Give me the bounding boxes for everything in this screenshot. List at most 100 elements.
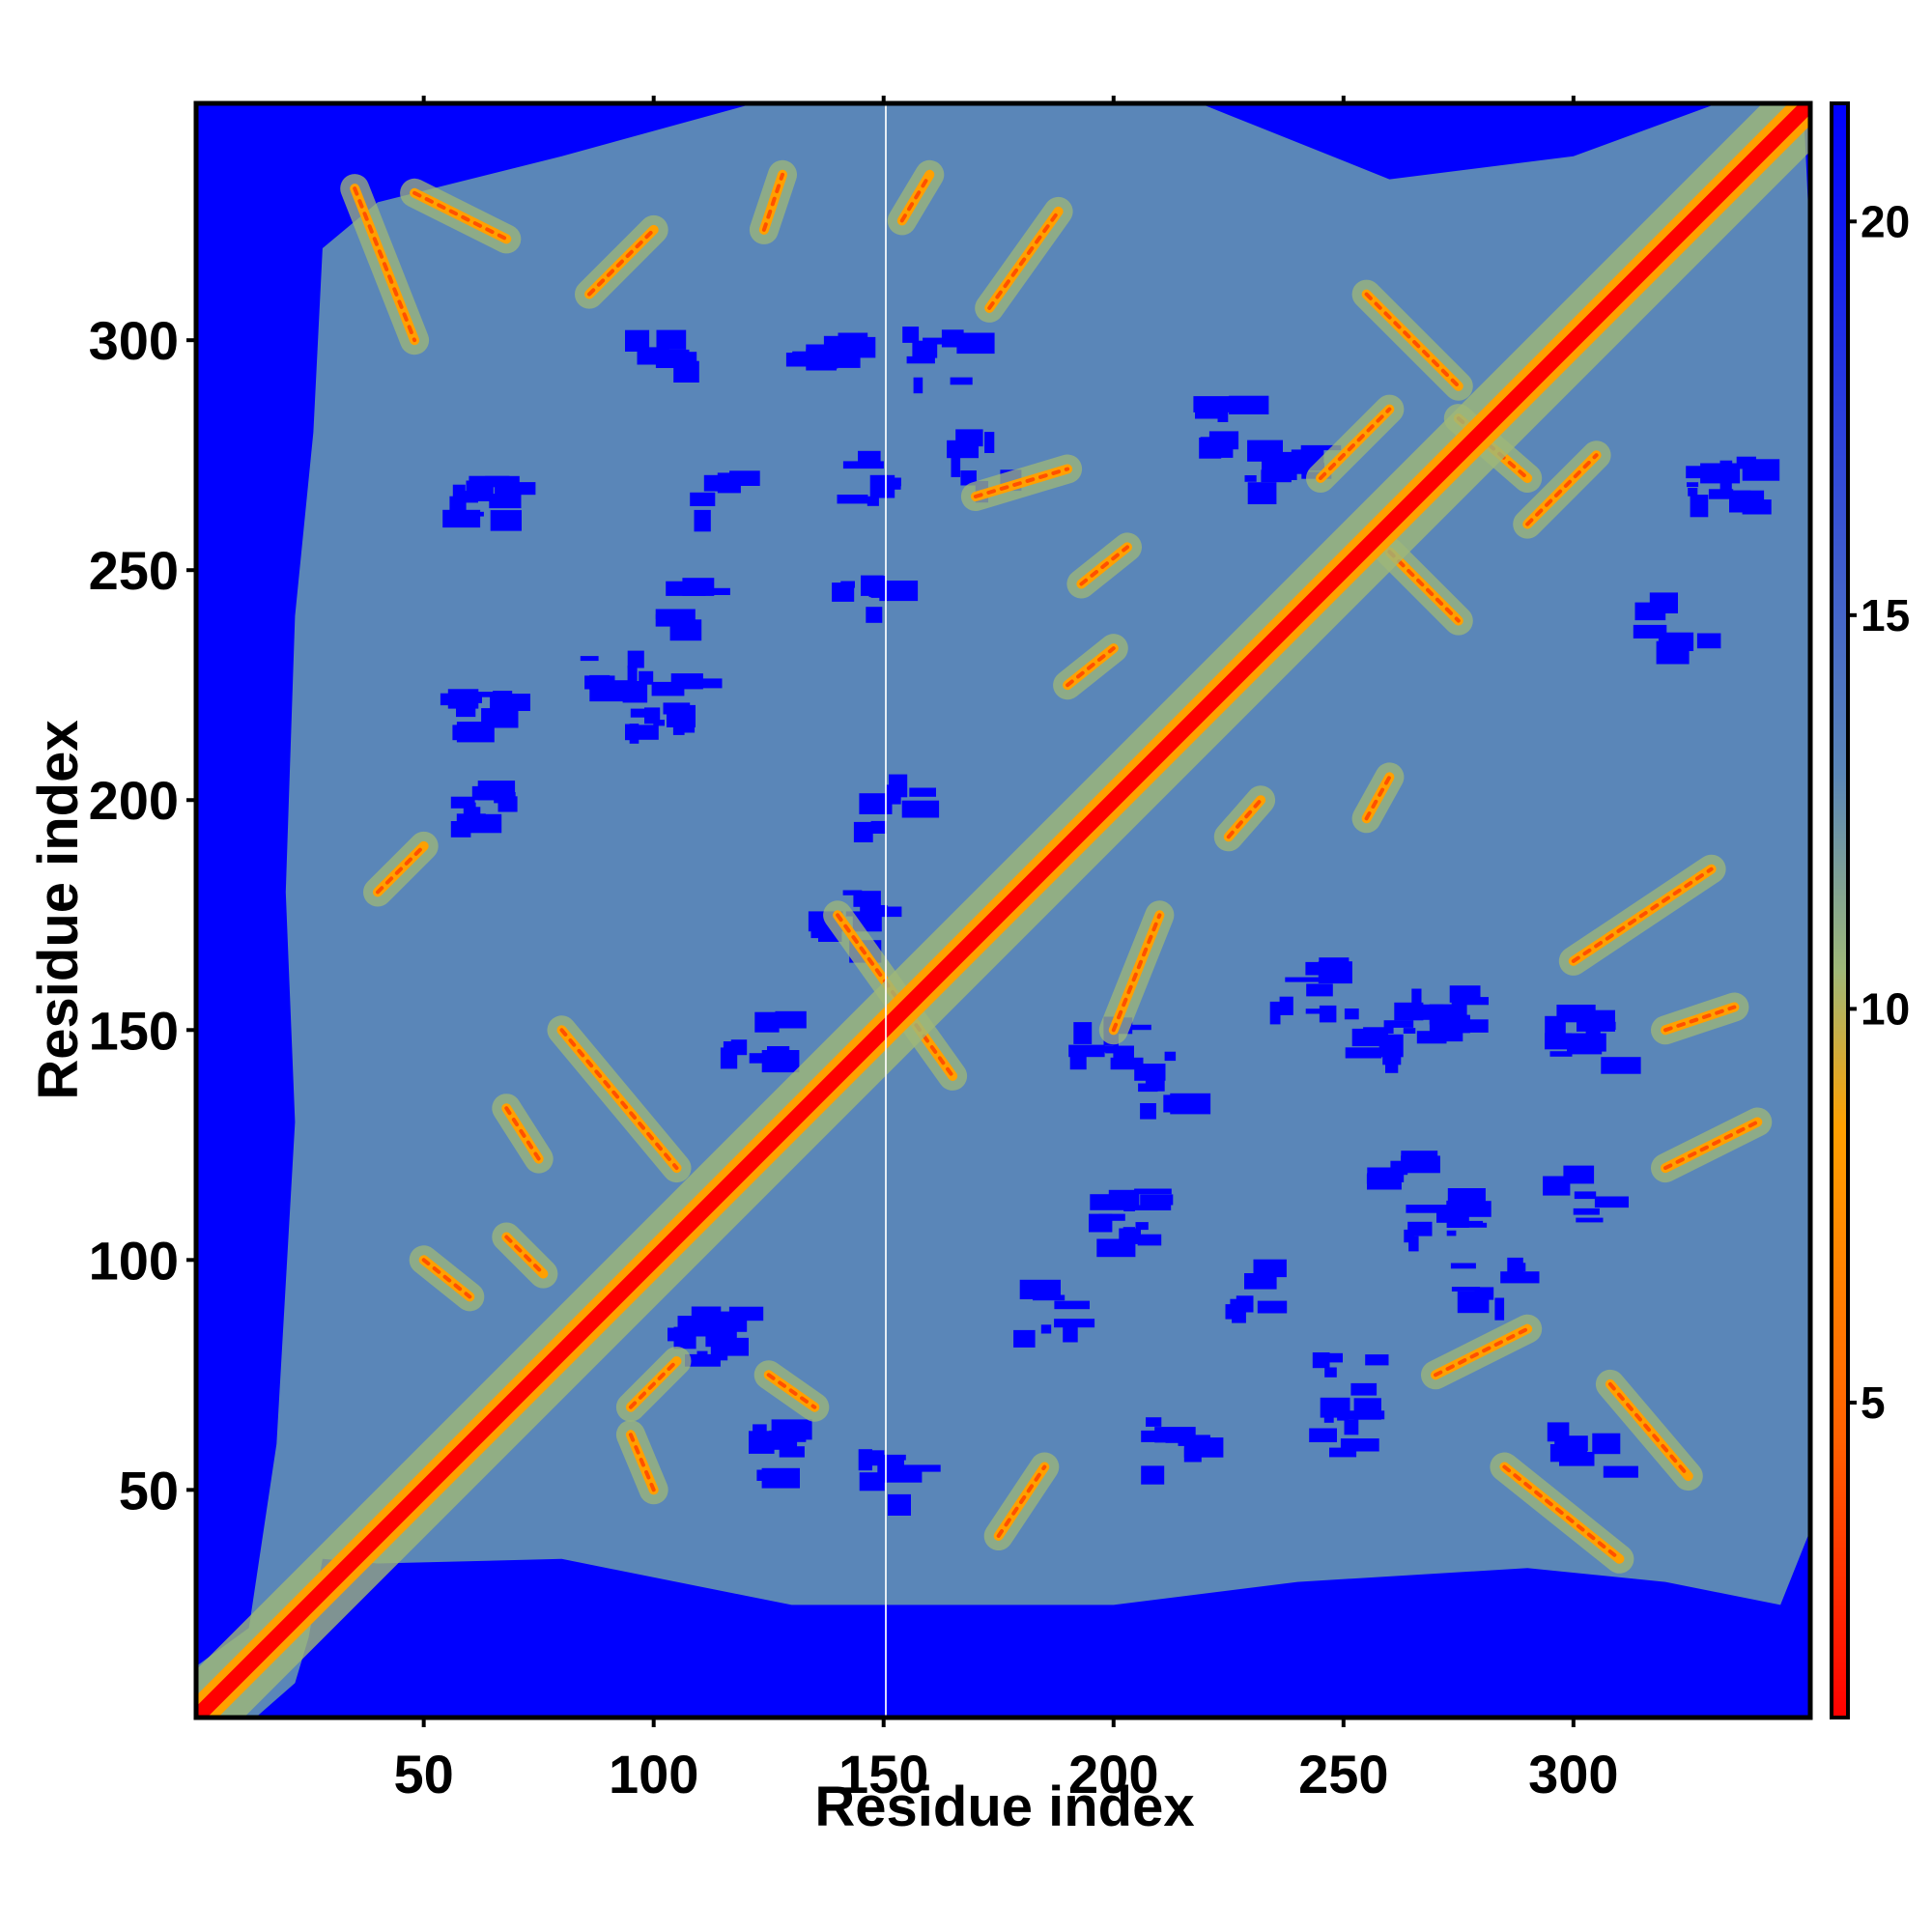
far-patch: [729, 470, 760, 486]
far-patch: [1634, 602, 1666, 621]
far-patch: [1085, 1045, 1125, 1053]
far-patch: [1122, 1227, 1135, 1234]
far-patch: [1300, 444, 1342, 451]
contact-segments: [340, 159, 1773, 1574]
far-patch: [720, 1047, 738, 1069]
far-patch: [1140, 1103, 1156, 1120]
contact-peak: [1364, 775, 1392, 821]
far-patch: [1054, 1300, 1090, 1310]
far-patch: [1429, 1014, 1470, 1034]
far-patch: [1601, 1057, 1641, 1074]
far-patch: [1230, 1298, 1246, 1308]
far-patch: [1195, 411, 1218, 419]
colorbar-tick-label: 10: [1861, 983, 1910, 1034]
far-patch: [1708, 489, 1734, 499]
heatmap-plot-area: [196, 103, 1810, 1718]
far-patch: [1463, 1201, 1492, 1217]
y-tick-label: 50: [119, 1460, 179, 1520]
far-patch: [1140, 1194, 1174, 1206]
far-patch: [984, 432, 995, 453]
colorbar-ramp: [1830, 101, 1850, 1719]
colorbar-tick-label: 15: [1861, 590, 1910, 640]
far-patch: [644, 707, 661, 724]
far-patch: [902, 327, 920, 343]
far-patch: [775, 1010, 807, 1029]
far-patch: [1073, 1022, 1093, 1044]
x-tick-label: 100: [609, 1744, 698, 1804]
far-patch: [1068, 1044, 1105, 1058]
contact-peak: [1502, 1464, 1622, 1561]
far-patch: [1383, 1020, 1414, 1028]
far-patch: [639, 670, 654, 685]
far-patch: [604, 681, 642, 701]
far-patch: [1436, 1028, 1453, 1039]
far-patch: [1141, 1465, 1165, 1485]
far-patch: [1545, 1015, 1566, 1034]
colorbar: 5 10 15 20: [1830, 101, 1910, 1719]
y-axis-label: Residue index: [27, 720, 90, 1099]
far-patch: [1660, 641, 1689, 651]
contact-peak: [766, 1373, 817, 1409]
far-patch: [1573, 1208, 1600, 1215]
far-patch: [1024, 1280, 1048, 1294]
far-patch: [630, 708, 656, 718]
contact-peak: [1525, 453, 1599, 526]
far-patch: [683, 723, 696, 733]
far-patch: [779, 1446, 805, 1458]
far-patch: [1069, 1056, 1087, 1070]
far-patch: [1729, 490, 1765, 513]
far-patch: [761, 1050, 800, 1073]
far-patch: [1183, 1448, 1202, 1463]
contact-peak: [1387, 550, 1461, 623]
far-patch: [474, 792, 502, 801]
contact-peak: [628, 1433, 656, 1492]
far-patch: [1181, 1435, 1210, 1446]
far-patch: [1378, 1034, 1404, 1058]
far-patch: [955, 339, 975, 345]
far-patch: [1229, 395, 1269, 414]
far-patch: [1253, 1259, 1287, 1278]
far-patch: [1135, 1222, 1149, 1231]
far-patch: [683, 614, 694, 632]
far-patch: [629, 724, 639, 744]
far-patch: [1577, 1009, 1615, 1032]
far-patch: [806, 344, 826, 359]
far-patch: [673, 360, 699, 383]
contact-peak: [504, 1235, 546, 1276]
contact-peak: [1319, 407, 1392, 480]
contact-peak: [587, 227, 656, 297]
far-patch: [1340, 1438, 1379, 1452]
x-tick-label: 300: [1528, 1744, 1618, 1804]
far-patch: [1594, 1196, 1629, 1208]
contact-peak: [761, 172, 784, 232]
far-patch: [1367, 1167, 1408, 1176]
far-patch: [1305, 1009, 1324, 1014]
far-patch: [1137, 1234, 1162, 1246]
far-patch: [634, 724, 659, 740]
far-patch: [1279, 996, 1293, 1015]
far-patch: [956, 332, 995, 355]
far-patch: [1089, 1213, 1113, 1233]
far-patch: [463, 820, 478, 827]
far-patch: [655, 613, 686, 619]
x-tick-label: 50: [394, 1744, 454, 1804]
far-patch: [1108, 1189, 1140, 1210]
far-patch: [677, 1316, 697, 1330]
far-patch: [625, 329, 650, 352]
far-patch: [481, 708, 519, 728]
far-patch: [1208, 431, 1239, 450]
far-patch: [881, 1469, 923, 1483]
far-patch: [723, 1041, 743, 1053]
far-patch: [670, 673, 703, 690]
far-patch: [1285, 977, 1319, 982]
far-patch: [886, 784, 901, 805]
far-patch: [1306, 983, 1333, 997]
far-patch: [869, 474, 895, 498]
far-patch: [870, 820, 887, 834]
far-patch: [859, 793, 893, 814]
colorbar-tick-label: 5: [1861, 1378, 1886, 1428]
far-patch: [845, 911, 869, 917]
y-tick-label: 300: [89, 310, 179, 371]
far-patch: [1261, 469, 1292, 483]
x-tick-label: 250: [1298, 1744, 1388, 1804]
